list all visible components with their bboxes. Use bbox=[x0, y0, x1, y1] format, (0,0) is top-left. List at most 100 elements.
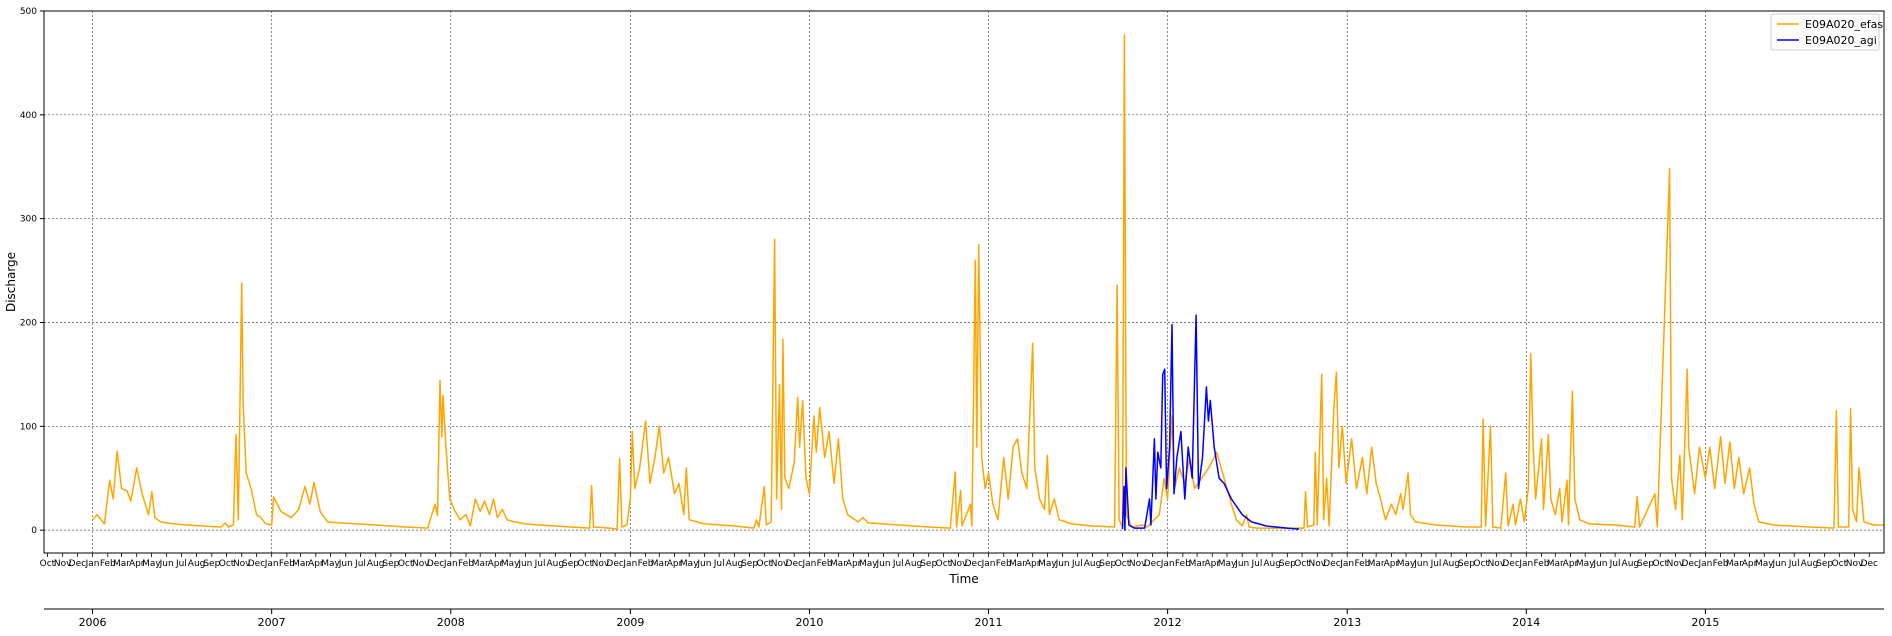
x-month-label: Feb bbox=[1354, 559, 1370, 569]
y-axis: 0 100 200 300 400 500 bbox=[20, 7, 44, 536]
x-year-label: 2008 bbox=[437, 616, 465, 629]
x-month-label: Jun bbox=[1592, 559, 1607, 569]
x-month-label: Jun bbox=[338, 559, 353, 569]
y-tick-label: 200 bbox=[20, 318, 37, 328]
x-month-label: Oct bbox=[577, 559, 593, 569]
x-month-label: Jul bbox=[713, 559, 725, 569]
x-month-label: Nov bbox=[233, 559, 251, 569]
x-month-label: Jan bbox=[1160, 559, 1175, 569]
x-month-label: Oct bbox=[40, 559, 56, 569]
x-month-label: Mar bbox=[1726, 559, 1743, 569]
x-month-label: Aug bbox=[726, 559, 744, 569]
x-month-label: May bbox=[501, 559, 520, 569]
x-month-label: Sep bbox=[382, 559, 399, 569]
legend-label-agi: E09A020_agi bbox=[1805, 34, 1877, 47]
x-year-label: 2012 bbox=[1154, 616, 1182, 629]
x-month-label: Oct bbox=[1652, 559, 1668, 569]
x-month-label: Feb bbox=[817, 559, 833, 569]
x-month-label: Jan bbox=[264, 559, 279, 569]
x-month-label: Jan bbox=[1518, 559, 1533, 569]
x-month-label: Sep bbox=[1099, 559, 1116, 569]
x-year-label: 2015 bbox=[1691, 616, 1719, 629]
x-month-label: Nov bbox=[1488, 559, 1506, 569]
x-month-label: Oct bbox=[1115, 559, 1131, 569]
x-month-label: Nov bbox=[592, 559, 610, 569]
x-month-label: May bbox=[1038, 559, 1057, 569]
x-month-label: Dec bbox=[1323, 559, 1340, 569]
x-month-label: Jul bbox=[892, 559, 904, 569]
y-tick-label: 100 bbox=[20, 422, 37, 432]
y-tick-label: 0 bbox=[31, 526, 37, 536]
x-month-label: Oct bbox=[398, 559, 414, 569]
x-month-label: Oct bbox=[1832, 559, 1848, 569]
x-month-label: May bbox=[1397, 559, 1416, 569]
x-month-label: Feb bbox=[279, 559, 295, 569]
x-month-label: Feb bbox=[1175, 559, 1191, 569]
x-month-label: Dec bbox=[606, 559, 623, 569]
x-month-label: Apr bbox=[308, 559, 324, 569]
x-year-label: 2014 bbox=[1512, 616, 1540, 629]
y-tick-label: 500 bbox=[20, 7, 37, 17]
x-month-label: Sep bbox=[920, 559, 937, 569]
x-month-label: Jul bbox=[1250, 559, 1262, 569]
x-month-label: May bbox=[859, 559, 878, 569]
x-month-label: Oct bbox=[757, 559, 773, 569]
x-month-label: Jun bbox=[875, 559, 890, 569]
x-month-label: Sep bbox=[1458, 559, 1475, 569]
x-month-label: Dec bbox=[1502, 559, 1519, 569]
x-month-label: Aug bbox=[1084, 559, 1102, 569]
x-month-label: Jul bbox=[1788, 559, 1800, 569]
x-month-label: Oct bbox=[1294, 559, 1310, 569]
x-month-label: Apr bbox=[129, 559, 145, 569]
y-tick-label: 300 bbox=[20, 215, 37, 225]
x-month-label: Nov bbox=[1308, 559, 1326, 569]
x-month-label: Dec bbox=[69, 559, 86, 569]
x-month-label: Jul bbox=[1609, 559, 1621, 569]
x-month-label: Apr bbox=[846, 559, 862, 569]
x-month-label: Nov bbox=[1667, 559, 1685, 569]
x-month-label: Jun bbox=[517, 559, 532, 569]
x-month-label: Apr bbox=[1384, 559, 1400, 569]
x-month-label: May bbox=[321, 559, 340, 569]
x-month-label: May bbox=[680, 559, 699, 569]
x-month-label: Jan bbox=[443, 559, 458, 569]
series-line-E09A020_agi bbox=[1121, 314, 1300, 531]
x-month-label: Feb bbox=[458, 559, 474, 569]
x-month-label: Aug bbox=[188, 559, 206, 569]
x-year-label: 2006 bbox=[79, 616, 107, 629]
x-year-label: 2013 bbox=[1333, 616, 1361, 629]
x-month-label: Aug bbox=[1801, 559, 1819, 569]
x-month-label: Mar bbox=[830, 559, 847, 569]
x-month-label: Feb bbox=[1534, 559, 1550, 569]
x-month-label: May bbox=[1218, 559, 1237, 569]
x-month-label: Sep bbox=[1816, 559, 1833, 569]
grid-layer bbox=[44, 11, 1884, 553]
x-axis-title: Time bbox=[948, 572, 978, 586]
x-month-label: Aug bbox=[1442, 559, 1460, 569]
legend-label-efas: E09A020_efas bbox=[1805, 18, 1883, 31]
x-month-label: Nov bbox=[412, 559, 430, 569]
x-month-label: Sep bbox=[562, 559, 579, 569]
x-month-label: May bbox=[1576, 559, 1595, 569]
x-month-label: Jan bbox=[85, 559, 100, 569]
x-month-label: Aug bbox=[367, 559, 385, 569]
x-month-label: Jul bbox=[354, 559, 366, 569]
x-month-label: Sep bbox=[1637, 559, 1654, 569]
legend-box bbox=[1770, 13, 1880, 51]
x-month-label: Nov bbox=[771, 559, 789, 569]
x-month-label: Oct bbox=[936, 559, 952, 569]
x-month-label: Jul bbox=[175, 559, 187, 569]
plot-frame bbox=[43, 10, 1885, 554]
x-month-label: Mar bbox=[651, 559, 668, 569]
x-month-label: Jun bbox=[159, 559, 174, 569]
legend: E09A020_efas E09A020_agi bbox=[1770, 13, 1883, 51]
x-month-label: Apr bbox=[667, 559, 683, 569]
x-month-label: Feb bbox=[100, 559, 116, 569]
x-month-label: Aug bbox=[1622, 559, 1640, 569]
x-month-label: Feb bbox=[996, 559, 1012, 569]
x-month-label: Sep bbox=[203, 559, 220, 569]
x-month-label: Jun bbox=[1413, 559, 1428, 569]
